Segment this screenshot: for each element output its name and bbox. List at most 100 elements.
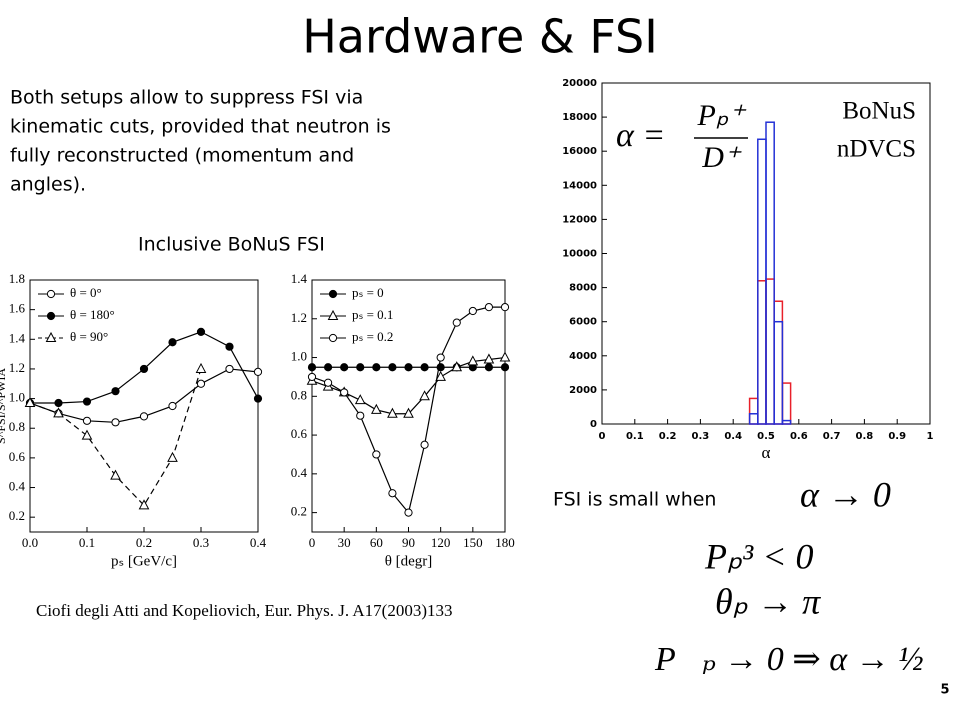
condition: Pₚ³ < 0 — [704, 536, 814, 576]
x-axis-label: pₛ [GeV/c] — [111, 553, 177, 569]
marker — [196, 379, 206, 388]
condition-label: FSI is small when — [553, 489, 716, 511]
y-tick-label: 0.6 — [9, 449, 26, 464]
marker — [372, 450, 381, 459]
formula-denominator: D⁺ — [701, 141, 742, 174]
chart: 0 30 60 90 120 150 180 0.2 0.4 0.6 0.8 1.0 1.2 1.4 θ [… — [291, 271, 515, 569]
x-tick-label: 0.6 — [790, 431, 808, 442]
x-tick-label: 0.4 — [250, 535, 267, 550]
marker — [404, 508, 413, 517]
hist-bar — [765, 121, 775, 425]
marker — [82, 397, 92, 406]
hist-bar — [748, 397, 759, 425]
x-tick-label: 120 — [431, 535, 451, 550]
marker — [483, 353, 495, 364]
marker — [500, 303, 510, 312]
x-tick-label: 60 — [370, 535, 383, 550]
condition: α → 0 — [800, 474, 891, 514]
marker — [354, 394, 366, 405]
legend-label: θ = 90° — [70, 329, 108, 344]
legend-marker — [46, 311, 56, 321]
marker — [435, 370, 446, 381]
y-tick-label: 1.4 — [291, 271, 308, 286]
marker — [387, 407, 398, 418]
marker — [253, 394, 263, 403]
chart: 0 0.1 0.2 0.3 0.4 0.5 0.6 0.7 0.8 0.9 1 0 2000 4000 60… — [562, 78, 933, 462]
marker — [388, 489, 397, 498]
hist-bar — [781, 382, 792, 425]
x-tick-label: 180 — [495, 535, 515, 550]
marker — [225, 342, 234, 351]
x-tick-label: 0.1 — [626, 431, 644, 442]
y-tick-label: 0.2 — [9, 508, 25, 523]
marker — [111, 387, 120, 396]
x-axis-label: α — [762, 443, 771, 462]
marker — [195, 362, 207, 373]
chart: 0.0 0.1 0.2 0.3 0.4 0.2 0.4 0.6 0.8 1.0 1.2 1.4 1.6 1… — [0, 271, 267, 569]
legend-marker — [45, 331, 57, 342]
marker — [436, 353, 445, 362]
y-tick-label: 0.6 — [291, 426, 308, 441]
marker — [340, 388, 349, 397]
x-tick-label: 0.0 — [22, 535, 38, 550]
formula-numerator: Pₚ⁺ — [696, 99, 746, 132]
y-tick-label: 0.4 — [9, 479, 26, 494]
legend-label: nDVCS — [837, 136, 916, 163]
y-tick-label: 1.6 — [9, 301, 26, 316]
legend-label: BoNuS — [842, 98, 916, 125]
marker — [419, 390, 430, 401]
hist-bar — [765, 278, 775, 425]
x-tick-label: 0.3 — [193, 535, 209, 550]
x-tick-label: 0.2 — [659, 431, 677, 442]
marker — [468, 306, 477, 316]
intro: Both setups allow to suppress FSI via ki… — [10, 87, 391, 196]
x-tick-label: 0.4 — [724, 431, 742, 442]
x-tick-label: 0 — [309, 535, 316, 550]
marker — [168, 401, 177, 411]
legend-label: pₛ = 0 — [352, 285, 384, 300]
marker — [403, 407, 414, 418]
y-tick-label: 1.2 — [9, 360, 25, 375]
legend-marker — [327, 309, 339, 320]
marker — [451, 361, 463, 372]
marker — [168, 338, 177, 347]
legend-label: pₛ = 0.2 — [352, 329, 393, 344]
x-tick-label: 0.9 — [888, 431, 906, 442]
y-tick-label: 12000 — [562, 214, 597, 225]
marker — [196, 327, 206, 336]
marker — [467, 355, 479, 366]
y-axis-label: S^FSI/S^PWIA — [0, 368, 8, 444]
x-tick-label: 0.5 — [757, 431, 775, 442]
conditions: α → 0 Pₚ³ < 0 θₚ → π P⃗ₚ → 0 ⇒ α → ½ — [654, 474, 924, 678]
marker — [340, 363, 349, 372]
marker — [356, 411, 365, 420]
marker — [111, 418, 120, 427]
y-tick-label: 0.2 — [291, 504, 307, 519]
intro-line: angles). — [10, 174, 86, 196]
y-tick-label: 18000 — [562, 112, 597, 123]
marker — [323, 378, 333, 387]
intro-line: fully reconstructed (momentum and — [10, 145, 354, 167]
y-tick-label: 16000 — [562, 146, 597, 157]
marker — [53, 407, 64, 418]
y-tick-label: 0 — [590, 419, 597, 430]
intro-line: Both setups allow to suppress FSI via — [10, 87, 363, 109]
marker — [139, 412, 149, 421]
x-axis-label: θ [degr] — [385, 553, 433, 569]
legend-marker — [46, 289, 56, 299]
marker — [81, 429, 93, 440]
left-heading: Inclusive BoNuS FSI — [138, 234, 325, 256]
plot-frame — [29, 279, 259, 533]
y-tick-label: 4000 — [569, 351, 597, 362]
marker — [82, 416, 92, 425]
x-tick-label: 30 — [338, 535, 351, 550]
x-tick-label: 0.8 — [856, 431, 874, 442]
y-tick-label: 1.0 — [9, 390, 25, 405]
condition: θₚ → π — [715, 581, 821, 621]
y-tick-label: 2000 — [569, 385, 597, 396]
hist-bar — [757, 138, 767, 425]
y-tick-label: 1.2 — [291, 310, 307, 325]
x-tick-label: 0 — [599, 431, 606, 442]
marker — [420, 363, 429, 372]
